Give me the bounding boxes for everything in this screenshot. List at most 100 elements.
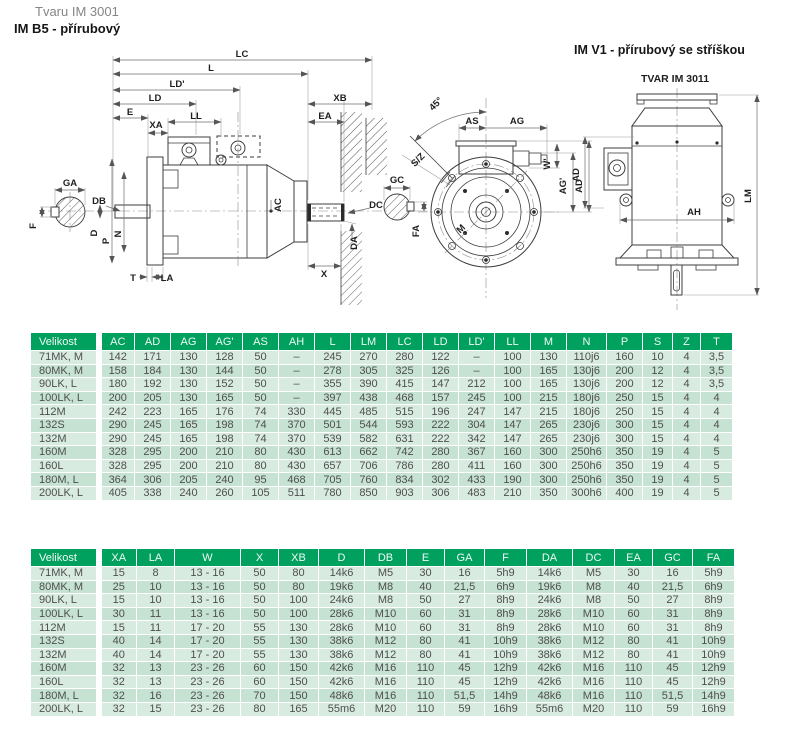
dimension-value-cell: 11 bbox=[136, 620, 175, 635]
dimension-value-cell: 41 bbox=[444, 633, 485, 649]
column-header-velikost: Velikost bbox=[30, 332, 99, 351]
dimension-value-cell: 30 bbox=[406, 566, 445, 581]
dimension-value-cell: 405 bbox=[95, 485, 135, 501]
dimension-value-cell: 130j6 bbox=[566, 377, 607, 392]
dimension-value-cell: 50 bbox=[406, 593, 445, 608]
dimension-value-cell: M20 bbox=[572, 701, 615, 717]
column-header: DB bbox=[364, 548, 407, 567]
row-size-cell: 132S bbox=[30, 633, 99, 649]
dimension-value-cell: 180 bbox=[95, 377, 135, 392]
dimension-value-cell: 593 bbox=[386, 417, 423, 433]
dimension-value-cell: 13 - 16 bbox=[174, 579, 241, 595]
dimension-value-cell: 180j6 bbox=[566, 404, 607, 419]
dimension-value-cell: 397 bbox=[314, 390, 351, 406]
row-size-cell: 200LK, L bbox=[30, 701, 99, 717]
dimension-value-cell: 270 bbox=[350, 350, 387, 365]
dimension-value-cell: 15 bbox=[136, 701, 175, 717]
dimension-value-cell: 350 bbox=[606, 472, 643, 487]
row-size-cell: 132S bbox=[30, 417, 99, 433]
dimension-value-cell: 48k6 bbox=[526, 688, 573, 703]
column-header: LA bbox=[136, 548, 175, 567]
dim-label-e: E bbox=[127, 107, 133, 118]
row-size-cell: 200LK, L bbox=[30, 485, 99, 501]
dimension-value-cell: 445 bbox=[314, 404, 351, 419]
dimension-value-cell: 38k6 bbox=[318, 647, 365, 663]
dim-label-ld-prime: LD' bbox=[170, 79, 185, 90]
dimension-value-cell: 355 bbox=[314, 377, 351, 392]
dim-label-ah: AH bbox=[687, 207, 701, 218]
dimension-value-cell: 27 bbox=[652, 593, 693, 608]
row-size-cell: 160L bbox=[30, 458, 99, 474]
table-row: 160M 328 295 200 210 80 430 613 662 742 280 367 160 3… bbox=[30, 445, 733, 460]
dimension-value-cell: 483 bbox=[458, 485, 495, 501]
dimension-value-cell: 160 bbox=[494, 458, 531, 474]
dimension-value-cell: 45 bbox=[652, 674, 693, 690]
column-header: Z bbox=[672, 332, 701, 351]
table-row: 80MK, M 25 10 13 - 16 50 80 19k6 M8 40 21,5 6h9 19k… bbox=[30, 579, 735, 595]
dimension-value-cell: 48k6 bbox=[318, 688, 365, 703]
dimension-value-cell: 110 bbox=[406, 674, 445, 690]
dimension-value-cell: M16 bbox=[572, 674, 615, 690]
dimension-value-cell: 80 bbox=[406, 633, 445, 649]
dimension-value-cell: 280 bbox=[422, 458, 459, 474]
column-header: AC bbox=[95, 332, 135, 351]
column-header: AG' bbox=[206, 332, 243, 351]
dimension-value-cell: 5h9 bbox=[484, 566, 527, 581]
dimension-value-cell: 4 bbox=[672, 363, 701, 379]
dimension-value-cell: 40 bbox=[95, 647, 137, 663]
row-size-cell: 132M bbox=[30, 647, 99, 663]
column-header: F bbox=[484, 548, 527, 567]
dimension-value-cell: 200 bbox=[170, 458, 207, 474]
dimension-value-cell: 539 bbox=[314, 431, 351, 447]
dim-label-ll: LL bbox=[190, 111, 202, 122]
dimension-value-cell: 200 bbox=[606, 377, 643, 392]
dimension-value-cell: 12h9 bbox=[692, 661, 735, 676]
dimension-value-cell: 511 bbox=[278, 485, 315, 501]
dimension-value-cell: 4 bbox=[672, 472, 701, 487]
dimension-value-cell: 100 bbox=[494, 377, 531, 392]
dimension-value-cell: 300h6 bbox=[566, 485, 607, 501]
row-size-cell: 90LK, L bbox=[30, 377, 99, 392]
dimension-value-cell: 631 bbox=[386, 431, 423, 447]
dimension-value-cell: 210 bbox=[206, 445, 243, 460]
dimension-value-cell: 4 bbox=[672, 431, 701, 447]
dimension-value-cell: 350 bbox=[530, 485, 567, 501]
dimension-value-cell: 370 bbox=[278, 431, 315, 447]
table-row: 160L 32 13 23 - 26 60 150 42k6 M16 110 45 12h9 42k6… bbox=[30, 674, 735, 690]
dimension-value-cell: 147 bbox=[494, 417, 531, 433]
diagram-flange-front-view: 45° AS AG GC S/Z W' AG' AD FA M bbox=[383, 95, 592, 298]
dimension-value-cell: 328 bbox=[95, 458, 135, 474]
dimension-value-cell: 4 bbox=[672, 485, 701, 501]
dimension-value-cell: 28k6 bbox=[526, 606, 573, 622]
table-row: 112M 15 11 17 - 20 55 130 28k6 M10 60 31 8h9 28k6 M1… bbox=[30, 620, 735, 635]
dimension-value-cell: 160 bbox=[606, 350, 643, 365]
dimension-value-cell: 8h9 bbox=[692, 593, 735, 608]
column-header: LD' bbox=[458, 332, 495, 351]
dimension-value-cell: 60 bbox=[614, 620, 653, 635]
dimension-value-cell: 23 - 26 bbox=[174, 688, 241, 703]
dimension-value-cell: 415 bbox=[386, 377, 423, 392]
dim-label-lm: LM bbox=[743, 189, 754, 203]
dimension-value-cell: 903 bbox=[386, 485, 423, 501]
dimension-value-cell: 144 bbox=[206, 363, 243, 379]
dimension-value-cell: 14 bbox=[136, 633, 175, 649]
dimension-value-cell: 150 bbox=[278, 674, 319, 690]
dimension-value-cell: 21,5 bbox=[444, 579, 485, 595]
row-size-cell: 71MK, M bbox=[30, 566, 99, 581]
dimension-value-cell: 260 bbox=[206, 485, 243, 501]
dimension-value-cell: 200 bbox=[170, 445, 207, 460]
dimension-value-cell: 80 bbox=[614, 633, 653, 649]
dimension-value-cell: 147 bbox=[494, 404, 531, 419]
dimension-value-cell: 31 bbox=[652, 620, 693, 635]
dimension-value-cell: 212 bbox=[458, 377, 495, 392]
dimension-value-cell: 468 bbox=[278, 472, 315, 487]
dim-label-ad-front: AD bbox=[574, 179, 585, 193]
dimension-value-cell: 192 bbox=[134, 377, 171, 392]
dim-label-dc: DC bbox=[369, 200, 383, 211]
column-header: L bbox=[314, 332, 351, 351]
dimension-value-cell: 15 bbox=[95, 566, 137, 581]
dimension-value-cell: M10 bbox=[572, 606, 615, 622]
dimension-value-cell: 12 bbox=[642, 377, 673, 392]
dimension-value-cell: 110 bbox=[614, 688, 653, 703]
dimension-value-cell: 110 bbox=[406, 661, 445, 676]
